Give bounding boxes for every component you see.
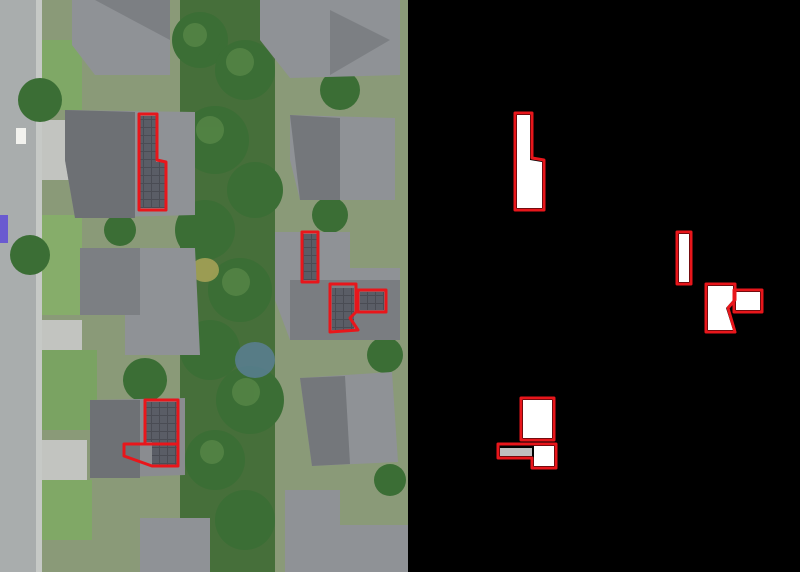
house <box>140 518 210 572</box>
mask-outlines <box>496 111 764 470</box>
house <box>72 0 170 75</box>
driveway <box>42 320 82 350</box>
tree-highlight <box>183 23 260 464</box>
solar-panels <box>140 116 384 466</box>
car <box>0 215 8 243</box>
segmentation-mask <box>408 0 800 572</box>
detection-outline <box>137 112 168 212</box>
sidewalk <box>36 0 42 572</box>
mask-outline <box>513 111 546 212</box>
mask-regions <box>500 115 760 466</box>
mask-background <box>408 0 800 572</box>
detection-outline <box>328 282 360 334</box>
mask-outline <box>675 230 693 286</box>
house <box>285 490 408 572</box>
mask-region <box>500 448 532 456</box>
house <box>65 110 195 218</box>
mask-region <box>708 286 733 330</box>
house <box>300 372 398 466</box>
aerial-photo <box>0 0 408 572</box>
yellow-tree <box>191 258 219 282</box>
mask-region <box>523 400 552 438</box>
house <box>260 0 400 78</box>
lawn <box>42 350 97 430</box>
segmentation-mask-panel <box>408 0 800 572</box>
lawn <box>42 215 82 315</box>
mask-region <box>534 446 554 466</box>
detection-outline <box>122 442 180 468</box>
mask-outline <box>704 282 737 334</box>
house <box>80 248 200 355</box>
detection-outline <box>356 288 388 314</box>
detection-outlines <box>122 112 388 468</box>
aerial-photo-panel <box>0 0 408 572</box>
mask-region <box>736 292 760 310</box>
detection-outline <box>300 230 320 284</box>
car <box>16 128 26 144</box>
driveway <box>42 440 87 480</box>
mask-region <box>517 115 542 208</box>
mask-outline <box>519 396 556 442</box>
house <box>290 115 395 200</box>
lawn <box>42 480 92 540</box>
mask-outline <box>496 442 558 470</box>
blue-spruce <box>235 342 275 378</box>
mask-region <box>679 234 689 282</box>
mask-outline <box>732 288 764 314</box>
